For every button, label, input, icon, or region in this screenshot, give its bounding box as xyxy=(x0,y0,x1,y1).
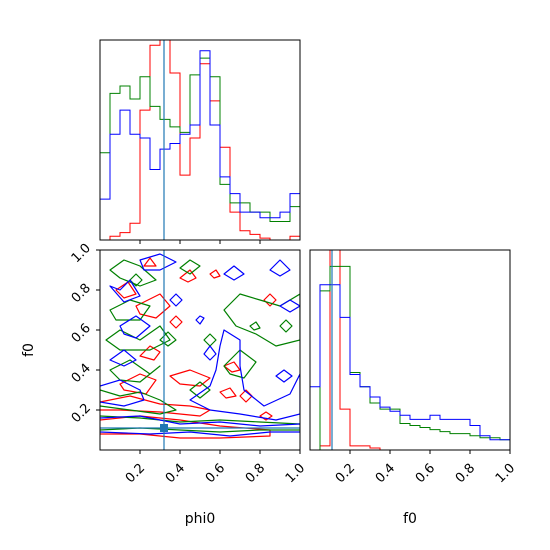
contour-green-level xyxy=(179,259,201,275)
contour-ytick-label: 1.0 xyxy=(69,241,94,266)
contour-green-level xyxy=(100,389,177,415)
contour-blue-level xyxy=(169,293,183,307)
contour-blue-level xyxy=(119,315,151,339)
contour-green-level xyxy=(109,299,151,321)
contour-red-level xyxy=(169,315,183,329)
contour-ytick-label: 0.6 xyxy=(69,321,94,346)
contour-green-level xyxy=(249,321,261,331)
hist-phi0-frame xyxy=(99,39,301,241)
contour-red-level xyxy=(223,361,241,373)
contour-red-level xyxy=(100,415,271,439)
contour-blue-level xyxy=(100,415,300,427)
contour-blue-level xyxy=(275,369,293,383)
contour-xtick-label: 0.2 xyxy=(123,461,148,486)
contour-red-level xyxy=(135,293,171,319)
contour-green-level xyxy=(105,325,171,351)
contour-xtick-label: 0.4 xyxy=(163,461,188,486)
contour-red-level xyxy=(139,345,161,361)
contour-phi0-f0-panel: 0.2 0.4 0.6 0.8 1.0 0.2 0.4 0.6 0.8 1.0 xyxy=(69,241,308,486)
contour-blue-level xyxy=(109,279,141,303)
histogram-phi0-panel xyxy=(99,39,301,244)
contour-green-level xyxy=(223,349,257,379)
contour-red-level xyxy=(219,387,237,399)
hist-f0-xtick-label: 0.8 xyxy=(453,461,478,486)
x-axis-label-f0-hist: f0 xyxy=(403,511,417,527)
truth-marker xyxy=(160,424,168,432)
contour-blue-level xyxy=(269,259,291,277)
contour-green-level xyxy=(203,333,217,347)
contour-xtick-label: 1.0 xyxy=(283,461,308,486)
contour-blue-level xyxy=(109,349,137,367)
hist-phi0-series-blue xyxy=(100,50,300,240)
contour-xtick-label: 0.6 xyxy=(203,461,228,486)
histogram-f0-panel: 0.2 0.4 0.6 0.8 1.0 xyxy=(309,249,518,486)
contour-blue-level xyxy=(279,299,300,313)
hist-f0-xtick-label: 1.0 xyxy=(493,461,518,486)
contour-blue-level xyxy=(139,253,177,271)
contour-blue-level xyxy=(100,431,300,437)
contour-green-level xyxy=(189,381,211,399)
hist-f0-xtick-label: 0.6 xyxy=(413,461,438,486)
hist-f0-xtick-label: 0.4 xyxy=(373,461,398,486)
hist-phi0-series-green xyxy=(100,57,300,240)
contour-green-level xyxy=(129,273,143,287)
contour-ytick-label: 0.2 xyxy=(69,401,94,426)
contour-red-level xyxy=(119,373,157,395)
contour-blue-level xyxy=(203,345,217,361)
contour-green-level xyxy=(109,259,157,287)
y-axis-label-f0: f0 xyxy=(21,343,37,357)
hist-f0-series-blue xyxy=(310,284,510,450)
contour-blue-level xyxy=(195,315,205,325)
contour-red-level xyxy=(263,293,277,307)
contour-red-level xyxy=(169,369,211,387)
contour-red-level xyxy=(259,411,273,421)
contour-red-level xyxy=(115,281,137,299)
contour-green-level xyxy=(100,415,300,425)
contour-frame xyxy=(99,249,301,451)
contour-red-level xyxy=(143,257,157,267)
contour-xtick-label: 0.8 xyxy=(243,461,268,486)
contour-blue-level xyxy=(223,265,245,281)
contour-red-level xyxy=(209,269,221,279)
contour-ytick-label: 0.8 xyxy=(69,281,94,306)
contour-green-level xyxy=(159,331,177,347)
hist-f0-xtick-label: 0.2 xyxy=(333,461,358,486)
contour-blue-level xyxy=(189,329,300,421)
contour-ytick-label: 0.4 xyxy=(69,361,94,386)
hist-f0-frame xyxy=(309,249,511,451)
x-axis-label-phi0: phi0 xyxy=(185,511,216,527)
contour-blue-level xyxy=(100,379,145,407)
contour-green-level xyxy=(223,293,300,347)
contour-green-level xyxy=(279,319,293,333)
